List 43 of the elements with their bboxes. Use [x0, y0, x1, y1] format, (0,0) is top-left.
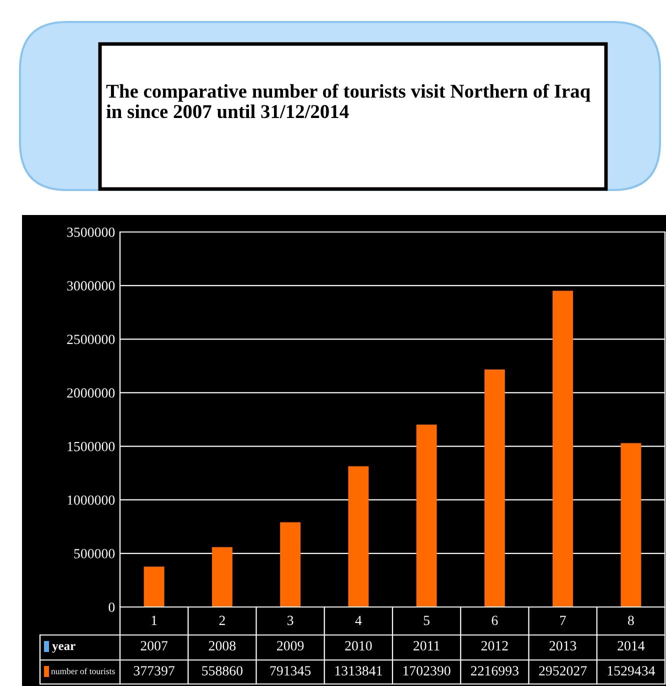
data-label: 1529434: [608, 666, 656, 676]
x-tick-label: 7: [560, 616, 566, 625]
bar: [348, 466, 369, 607]
y-tick-label: 2000000: [67, 388, 115, 398]
text: year: [52, 644, 76, 653]
text: 2014: [618, 641, 645, 650]
bar: [212, 547, 232, 607]
y-tick-label: 1000000: [68, 495, 115, 505]
text: 2008: [208, 641, 236, 650]
bar: [552, 290, 574, 607]
x-tick-label: 4: [355, 616, 362, 625]
text: 2010: [345, 641, 372, 650]
text: 2007: [140, 641, 168, 650]
y-tick-label: 2500000: [67, 334, 115, 344]
text: 2011: [414, 641, 440, 650]
y-tick-label: 500000: [74, 549, 115, 558]
x-tick-label: 5: [424, 616, 430, 626]
text: 2009: [277, 641, 304, 650]
x-tick-label: 1: [152, 616, 157, 625]
y-tick-label: 1500000: [68, 442, 115, 452]
legend-label: number of tourists: [51, 668, 115, 674]
data-label: 791345: [270, 666, 311, 676]
data-label: 377397: [134, 666, 174, 676]
bar: [416, 424, 437, 607]
x-tick-label: 8: [628, 616, 634, 626]
x-tick-label: 2: [219, 616, 225, 625]
x-tick-label: 3: [288, 616, 294, 626]
y-tick-label: 3500000: [67, 228, 115, 237]
data-label: 558860: [202, 666, 242, 676]
data-label: 2216993: [470, 666, 518, 676]
chart-title: The comparative number of tourists visit Northern of Iraq in since 2007 until 31/12/2014: [106, 84, 590, 118]
x-tick-label: 6: [492, 616, 498, 626]
data-label: 1702390: [403, 666, 450, 676]
data-label: 2952027: [539, 666, 587, 676]
data-label: 1313841: [335, 666, 382, 676]
bar: [280, 522, 301, 607]
text: 2013: [550, 641, 576, 650]
y-tick-label: 0: [108, 602, 115, 612]
y-tick-label: 3000000: [67, 281, 115, 291]
bar: [620, 443, 642, 607]
bar: [484, 369, 505, 607]
bar: [144, 566, 164, 607]
text: 2012: [481, 641, 508, 650]
